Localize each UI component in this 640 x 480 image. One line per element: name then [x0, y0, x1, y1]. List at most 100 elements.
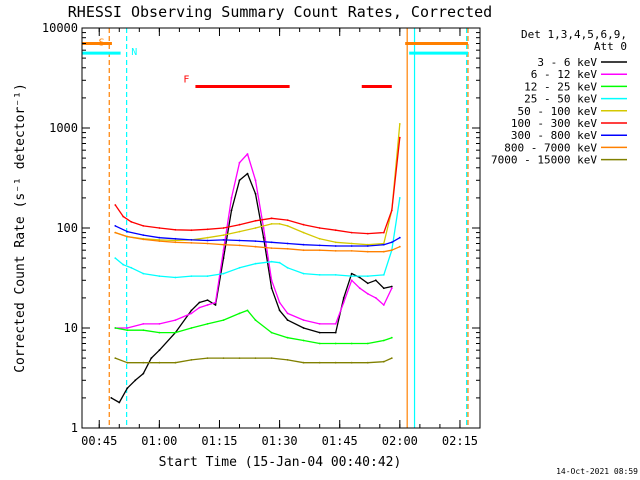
series-line-6: [115, 225, 401, 247]
series-4-point-12: [286, 225, 289, 227]
series-6-point-14: [334, 245, 337, 247]
series-1-point-24: [366, 292, 369, 295]
series-1-point-26: [382, 304, 385, 306]
series-3-point-6: [190, 275, 193, 277]
series-0-point-2: [126, 387, 129, 390]
series-4-point-8: [238, 230, 241, 233]
series-7-point-14: [334, 250, 337, 252]
series-3-point-13: [286, 266, 289, 269]
series-6-point-7: [222, 239, 225, 241]
series-4-point-14: [318, 237, 321, 240]
series-5-point-5: [174, 228, 177, 231]
series-0-point-14: [238, 179, 241, 182]
series-1-point-27: [390, 287, 393, 290]
series-1-point-18: [302, 319, 305, 321]
legend-label-5: 100 - 300 keV: [511, 117, 597, 130]
series-6-point-16: [366, 245, 369, 247]
series-0-point-18: [270, 287, 273, 290]
series-1-point-3: [158, 323, 161, 325]
series-1-point-25: [374, 297, 377, 299]
axes: 1 10 100 1000 10000 00:45 01:00 01:15 01:30 01:45…: [42, 21, 481, 448]
series-line-5: [114, 137, 401, 235]
series-7-point-13: [318, 249, 321, 252]
series-5-point-8: [222, 227, 225, 229]
series-5-point-18: [382, 231, 385, 234]
series-8-point-6: [206, 357, 209, 359]
flag-f-label: F: [183, 75, 189, 86]
series-8-point-2: [142, 361, 145, 364]
series-4-point-15: [334, 241, 337, 244]
legend-title-line-1: Det 1,3,4,5,6,9,: [521, 28, 627, 41]
series-0-point-28: [374, 279, 377, 282]
series-3-point-18: [366, 275, 369, 277]
series-5-point-12: [286, 219, 289, 222]
series-0-point-13: [230, 209, 233, 212]
series-3-point-7: [206, 275, 209, 277]
series-4-point-17: [366, 243, 369, 246]
series-2-point-10: [254, 319, 257, 321]
series-2-point-7: [222, 319, 225, 321]
x-tick-label-2: 01:15: [201, 434, 237, 448]
series-2-point-1: [126, 329, 129, 332]
series-1-point-7: [206, 304, 209, 306]
series-0-point-19: [278, 309, 281, 312]
series-0-point-16: [254, 192, 257, 195]
series-7-point-5: [190, 242, 193, 244]
series-2-point-16: [350, 342, 353, 345]
series-4-point-20: [398, 123, 401, 125]
series-1-point-9: [222, 249, 225, 252]
legend-label-0: 3 - 6 keV: [537, 56, 597, 69]
series-8-point-4: [174, 361, 177, 364]
series-1-point-17: [286, 312, 289, 315]
series-3-point-0: [114, 257, 117, 259]
series-4-point-6: [206, 236, 209, 239]
series-2-point-0: [114, 327, 117, 329]
series-5-point-10: [254, 219, 257, 222]
legend-label-6: 300 - 800 keV: [511, 129, 597, 142]
series-2-point-13: [302, 339, 305, 342]
series-3-point-5: [174, 276, 177, 279]
series-2-point-17: [366, 342, 369, 345]
series-0-point-11: [214, 304, 217, 306]
legend-label-2: 12 - 25 keV: [524, 80, 597, 93]
series-1-point-12: [246, 153, 249, 155]
series-1-point-16: [278, 301, 281, 304]
series-5-point-19: [390, 209, 393, 212]
series-7-point-17: [382, 250, 385, 253]
series-6-point-4: [174, 237, 177, 240]
series-1-point-8: [214, 301, 217, 304]
series-8-point-8: [238, 357, 241, 359]
series-0-point-26: [358, 276, 361, 279]
series-0-point-0: [110, 397, 113, 399]
series-8-point-17: [382, 360, 385, 363]
series-8-point-1: [126, 361, 129, 364]
series-6-point-15: [350, 245, 353, 247]
series-1-point-13: [254, 179, 257, 182]
series-7-point-2: [142, 238, 145, 241]
series-4-point-9: [254, 227, 257, 229]
series-3-point-16: [334, 274, 337, 276]
series-3-point-17: [350, 275, 353, 277]
series-1-point-5: [190, 312, 193, 315]
series-4-point-13: [302, 231, 305, 234]
series-8-point-3: [158, 361, 161, 364]
series-1-point-4: [174, 319, 177, 321]
series-0-point-17: [262, 236, 265, 239]
series-6-point-1: [126, 230, 129, 233]
legend-title-line-2: Att 0: [594, 40, 627, 53]
series-7-point-10: [270, 247, 273, 250]
series-8-point-5: [190, 359, 193, 361]
x-axis-label: Start Time (15-Jan-04 00:40:42): [159, 455, 402, 470]
series-6-point-5: [190, 239, 193, 241]
series-5-point-0: [114, 204, 117, 206]
series-1-point-2: [142, 323, 145, 325]
series-5-point-4: [158, 227, 161, 229]
series-0-point-24: [342, 297, 345, 299]
series-6-point-19: [398, 236, 401, 239]
series-1-point-11: [238, 161, 241, 164]
series-6-point-18: [390, 241, 393, 244]
series-7-point-16: [366, 250, 369, 253]
series-8-point-18: [390, 357, 393, 359]
